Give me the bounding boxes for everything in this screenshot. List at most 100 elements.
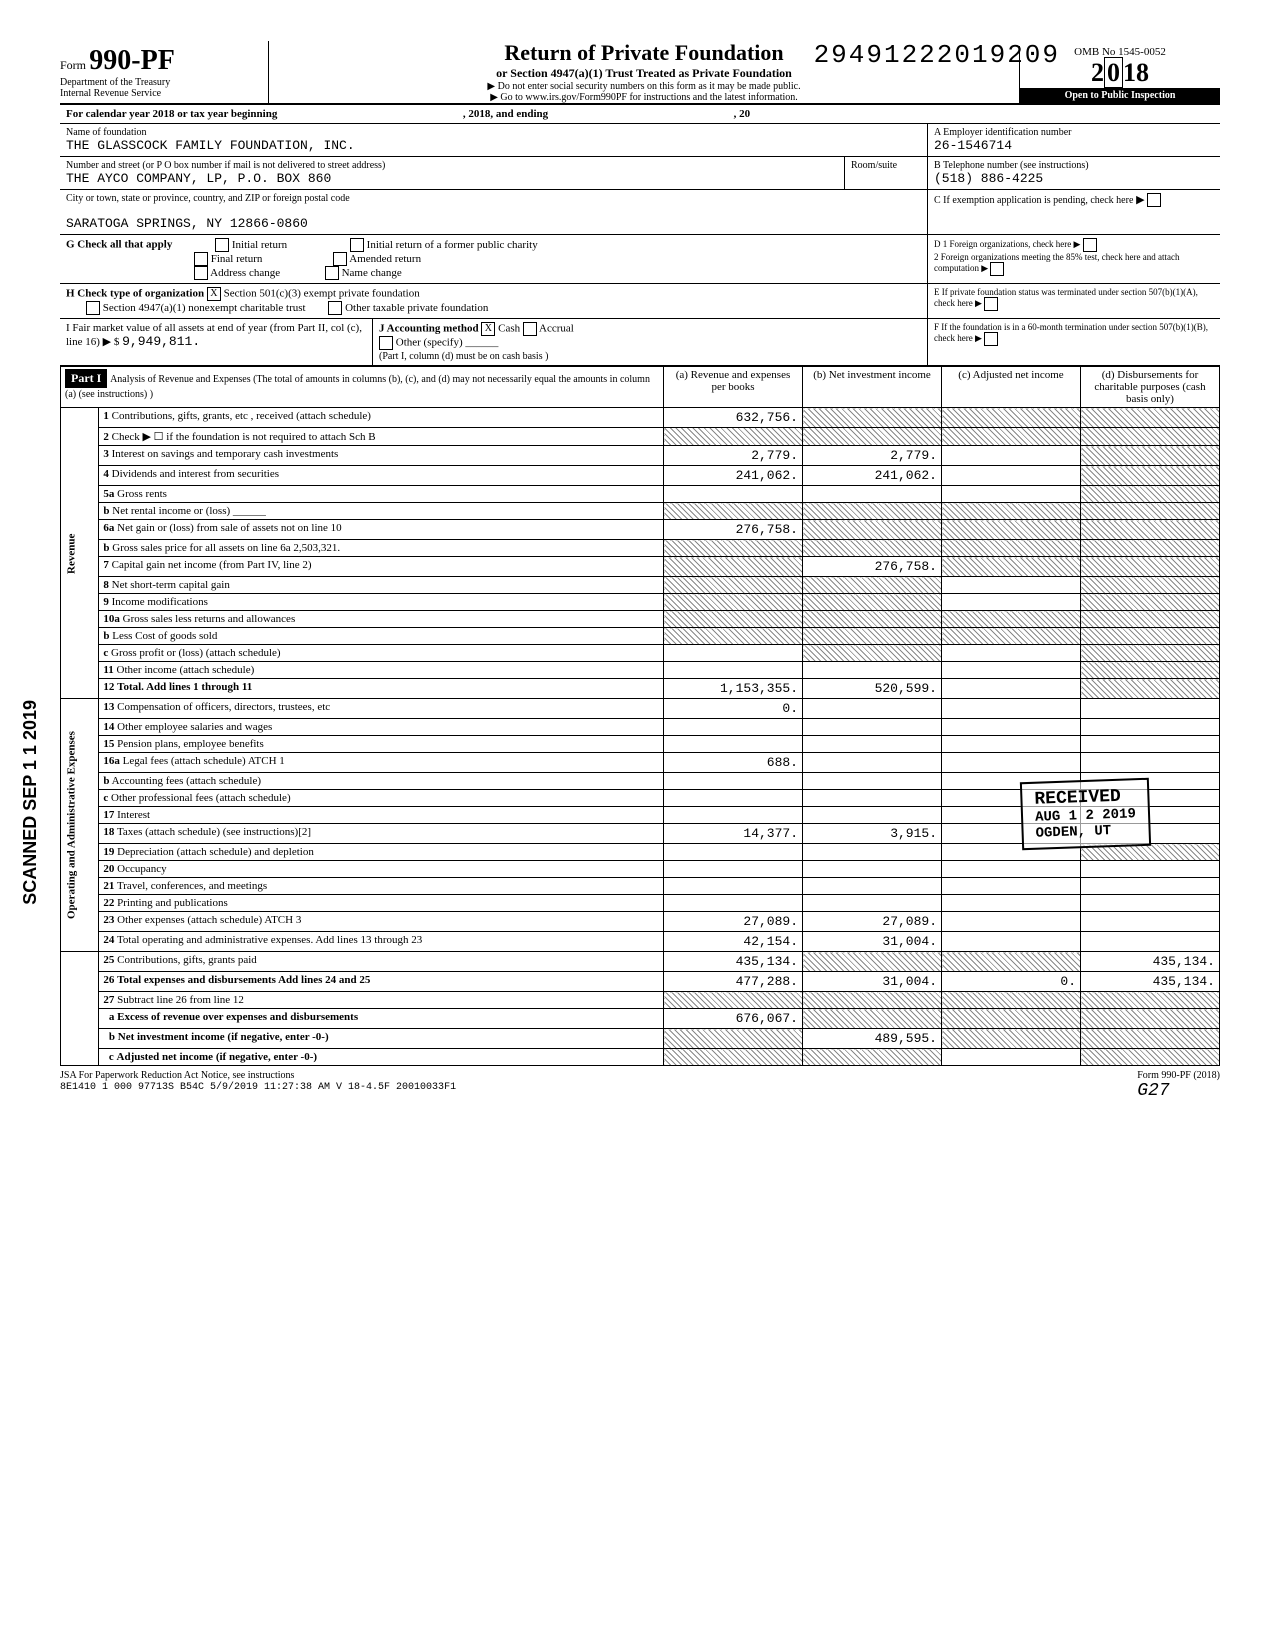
col-b: (b) Net investment income: [803, 367, 942, 408]
r16at: Legal fees (attach schedule) ATCH 1: [123, 755, 285, 767]
r27bt: Net investment income (if negative, ente…: [118, 1031, 329, 1043]
r20t: Occupancy: [117, 863, 166, 875]
r19n: 19: [103, 846, 114, 858]
r17n: 17: [103, 809, 114, 821]
r18t: Taxes (attach schedule) (see instruction…: [117, 826, 311, 838]
cb-e[interactable]: [984, 297, 998, 311]
r27bb: 489,595.: [803, 1029, 942, 1049]
r24b: 31,004.: [803, 932, 942, 952]
col-a: (a) Revenue and expenses per books: [664, 367, 803, 408]
phone: (518) 886-4225: [934, 171, 1214, 186]
ein-label: A Employer identification number: [934, 127, 1214, 138]
cb-f[interactable]: [984, 332, 998, 346]
j-note: (Part I, column (d) must be on cash basi…: [379, 351, 548, 362]
r8n: 8: [103, 579, 109, 591]
r13a: 0.: [664, 699, 803, 719]
r25n: 25: [103, 954, 114, 966]
tax-year-inner: 0: [1104, 57, 1123, 88]
cb-initial[interactable]: [215, 238, 229, 252]
r20n: 20: [103, 863, 114, 875]
city: SARATOGA SPRINGS, NY 12866-0860: [66, 216, 921, 231]
r2t: Check ▶ ☐ if the foundation is not requi…: [112, 431, 376, 443]
r23b: 27,089.: [803, 912, 942, 932]
side-revenue: Revenue: [61, 408, 99, 699]
cb-h3[interactable]: [328, 301, 342, 315]
open-public: Open to Public Inspection: [1020, 88, 1220, 103]
footer-hand: G27: [1137, 1081, 1169, 1101]
cb-namechg[interactable]: [325, 266, 339, 280]
r25d: 435,134.: [1081, 952, 1220, 972]
c-label: C If exemption application is pending, c…: [934, 195, 1133, 206]
r2n: 2: [103, 431, 109, 443]
j-label: J Accounting method: [379, 323, 479, 335]
r5at: Gross rents: [117, 488, 167, 500]
r26t: Total expenses and disbursements Add lin…: [117, 974, 370, 986]
r6an: 6a: [103, 522, 114, 534]
cb-cash[interactable]: X: [481, 322, 495, 336]
r5an: 5a: [103, 488, 114, 500]
cb-final[interactable]: [194, 252, 208, 266]
r15t: Pension plans, employee benefits: [117, 738, 264, 750]
phone-label: B Telephone number (see instructions): [934, 160, 1214, 171]
recv3: OGDEN, UT: [1036, 822, 1137, 842]
r26c: 0.: [942, 972, 1081, 992]
d1: D 1 Foreign organizations, check here: [934, 239, 1071, 249]
r23t: Other expenses (attach schedule) ATCH 3: [117, 914, 301, 926]
r12t: Total. Add lines 1 through 11: [117, 681, 252, 693]
r10at: Gross sales less returns and allowances: [123, 613, 296, 625]
r3n: 3: [103, 448, 109, 460]
scanned-stamp: SCANNED SEP 1 1 2019: [20, 700, 41, 905]
r5bt: Net rental income or (loss) ______: [112, 505, 266, 517]
r1n: 1: [103, 410, 109, 422]
r11t: Other income (attach schedule): [117, 664, 255, 676]
r10bt: Less Cost of goods sold: [112, 630, 217, 642]
part1-hdr: Part I: [65, 369, 107, 388]
r4a: 241,062.: [664, 466, 803, 486]
cb-amended[interactable]: [333, 252, 347, 266]
cb-d2[interactable]: [990, 262, 1004, 276]
cb-other[interactable]: [379, 336, 393, 350]
r16ct: Other professional fees (attach schedule…: [111, 792, 291, 804]
r11n: 11: [103, 664, 113, 676]
title-note1: ▶ Do not enter social security numbers o…: [277, 81, 1011, 92]
r21t: Travel, conferences, and meetings: [117, 880, 267, 892]
g-label: G Check all that apply: [66, 239, 172, 251]
r25a: 435,134.: [664, 952, 803, 972]
street: THE AYCO COMPANY, LP, P.O. BOX 860: [66, 171, 838, 186]
j-other: Other (specify): [396, 337, 463, 349]
f-label: F If the foundation is in a 60-month ter…: [934, 322, 1208, 343]
g-namechg: Name change: [342, 267, 402, 279]
cb-h2[interactable]: [86, 301, 100, 315]
side-opadmin: Operating and Administrative Expenses: [61, 699, 99, 952]
part1-table: Part I Analysis of Revenue and Expenses …: [60, 366, 1220, 1066]
r16bn: b: [103, 775, 109, 787]
r7n: 7: [103, 559, 109, 571]
r19t: Depreciation (attach schedule) and deple…: [117, 846, 314, 858]
r26n: 26: [103, 974, 114, 986]
r12n: 12: [103, 681, 114, 693]
r7t: Capital gain net income (from Part IV, l…: [112, 559, 312, 571]
r27aa: 676,067.: [664, 1009, 803, 1029]
cb-accrual[interactable]: [523, 322, 537, 336]
r7b: 276,758.: [803, 557, 942, 577]
r18n: 18: [103, 826, 114, 838]
r27t: Subtract line 26 from line 12: [117, 994, 244, 1006]
cb-d1[interactable]: [1083, 238, 1097, 252]
dln-stamp: 29491222019209: [814, 40, 1060, 70]
r8t: Net short-term capital gain: [112, 579, 230, 591]
footer-code: 8E1410 1 000 97713S B54C 5/9/2019 11:27:…: [60, 1082, 456, 1093]
r12a: 1,153,355.: [664, 679, 803, 699]
r16an: 16a: [103, 755, 120, 767]
cb-former[interactable]: [350, 238, 364, 252]
cb-h1[interactable]: X: [207, 287, 221, 301]
r3a: 2,779.: [664, 446, 803, 466]
r6aa: 276,758.: [664, 520, 803, 540]
h1: Section 501(c)(3) exempt private foundat…: [224, 288, 420, 300]
c-checkbox[interactable]: [1147, 193, 1161, 207]
j-accrual: Accrual: [539, 323, 574, 335]
g-former: Initial return of a former public charit…: [367, 239, 538, 251]
r4t: Dividends and interest from securities: [112, 468, 279, 480]
cb-address[interactable]: [194, 266, 208, 280]
r6at: Net gain or (loss) from sale of assets n…: [117, 522, 342, 534]
r4n: 4: [103, 468, 109, 480]
